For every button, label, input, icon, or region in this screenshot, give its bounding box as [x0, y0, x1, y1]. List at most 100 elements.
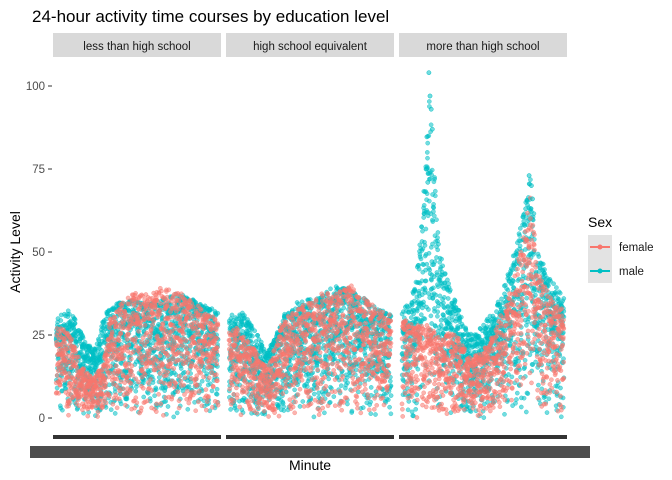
point-male	[214, 386, 220, 392]
point-female	[171, 339, 177, 344]
point-female	[164, 294, 170, 300]
point-female	[339, 344, 345, 349]
point-female	[320, 405, 326, 411]
point-female	[113, 363, 119, 369]
point-female	[76, 354, 81, 360]
point-female	[203, 387, 209, 392]
point-female	[321, 399, 326, 404]
point-male	[296, 301, 301, 307]
point-female	[110, 401, 116, 407]
point-female	[133, 395, 139, 401]
point-female	[351, 364, 356, 370]
facet-label-3: more than high school	[426, 41, 539, 53]
point-female	[298, 365, 304, 371]
point-female	[128, 356, 134, 362]
point-female	[344, 395, 349, 401]
point-female	[176, 405, 182, 411]
y-tick-label-1: 25	[32, 330, 45, 342]
point-female	[112, 315, 118, 320]
point-female	[316, 345, 321, 351]
point-male	[250, 333, 255, 339]
point-female	[120, 386, 126, 392]
point-female	[210, 384, 216, 390]
point-male	[124, 396, 130, 402]
point-female	[196, 399, 201, 405]
point-female	[319, 298, 325, 304]
point-female	[200, 351, 206, 357]
point-female	[132, 405, 137, 411]
point-female	[292, 410, 298, 416]
point-female	[242, 376, 247, 381]
point-female	[127, 301, 132, 307]
point-female	[56, 390, 61, 396]
point-female	[189, 361, 194, 366]
point-male	[331, 394, 337, 399]
point-female	[161, 345, 166, 351]
point-male	[373, 412, 378, 417]
point-female	[332, 371, 338, 377]
point-female	[127, 387, 133, 393]
point-male	[229, 312, 235, 318]
point-female	[234, 338, 240, 343]
point-female	[181, 382, 186, 388]
point-female	[182, 392, 187, 397]
point-female	[165, 369, 170, 375]
point-female	[361, 342, 367, 348]
point-female	[336, 336, 342, 342]
point-female	[183, 346, 189, 351]
point-female	[241, 334, 246, 340]
point-female	[340, 374, 346, 379]
point-female	[120, 300, 126, 306]
point-female	[168, 361, 174, 366]
point-female	[128, 380, 134, 386]
point-female	[198, 307, 204, 312]
point-female	[157, 371, 163, 376]
point-female	[103, 381, 108, 386]
point-female	[211, 354, 217, 360]
point-male	[345, 380, 350, 386]
point-male	[80, 335, 86, 341]
point-female	[231, 399, 236, 404]
point-female	[371, 406, 377, 412]
point-female	[373, 339, 378, 345]
point-female	[158, 307, 163, 313]
point-female	[335, 328, 341, 334]
point-female	[181, 331, 186, 337]
point-male	[300, 399, 306, 404]
point-female	[235, 327, 241, 333]
point-female	[358, 347, 364, 353]
point-female	[313, 311, 318, 317]
point-female	[349, 297, 355, 303]
point-female	[137, 345, 143, 351]
point-female	[196, 332, 202, 337]
point-female	[121, 355, 126, 360]
point-female	[313, 328, 318, 333]
point-female	[169, 394, 175, 400]
point-female	[199, 403, 205, 409]
point-female	[227, 338, 233, 343]
point-female	[170, 356, 175, 361]
point-male	[232, 403, 238, 409]
point-female	[326, 328, 331, 333]
point-female	[233, 342, 238, 348]
point-female	[284, 361, 290, 367]
point-male	[137, 333, 142, 338]
point-female	[293, 399, 298, 405]
point-male	[234, 407, 239, 413]
point-female	[171, 366, 176, 371]
point-female	[325, 392, 331, 398]
point-female	[203, 407, 209, 413]
point-female	[377, 385, 383, 391]
point-female	[129, 363, 135, 369]
point-female	[148, 326, 154, 332]
point-female	[269, 365, 274, 371]
point-female	[167, 314, 173, 320]
point-female	[214, 349, 220, 354]
point-female	[350, 375, 356, 381]
point-female	[123, 317, 129, 322]
point-female	[212, 316, 218, 322]
point-male	[204, 371, 209, 377]
point-female	[296, 351, 302, 356]
point-male	[387, 404, 392, 410]
